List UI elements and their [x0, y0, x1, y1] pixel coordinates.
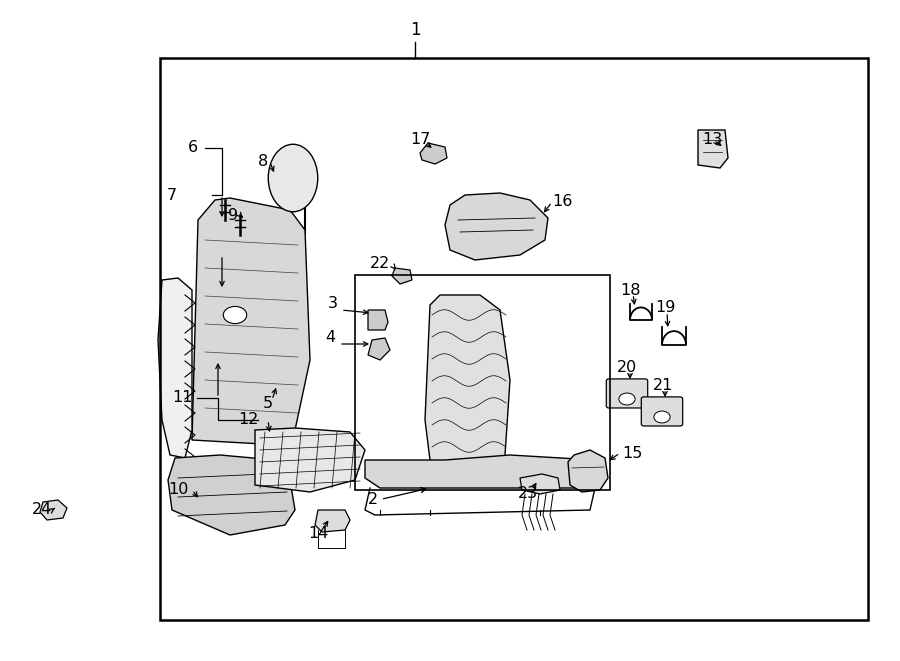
Polygon shape: [425, 295, 510, 475]
Text: 16: 16: [552, 194, 572, 210]
FancyBboxPatch shape: [607, 379, 648, 408]
Text: 22: 22: [370, 256, 390, 270]
Polygon shape: [368, 338, 390, 360]
Polygon shape: [255, 428, 365, 492]
Text: 17: 17: [410, 132, 430, 147]
Text: 24: 24: [32, 502, 52, 518]
Circle shape: [223, 307, 247, 324]
Text: 7: 7: [166, 188, 177, 202]
Bar: [495, 244, 503, 248]
Text: 3: 3: [328, 295, 338, 311]
Text: 5: 5: [263, 395, 273, 410]
Polygon shape: [420, 143, 447, 164]
Bar: [509, 244, 517, 248]
FancyBboxPatch shape: [642, 397, 683, 426]
Text: 4: 4: [325, 330, 335, 346]
Text: 6: 6: [188, 141, 198, 155]
Polygon shape: [40, 500, 67, 520]
Text: 11: 11: [173, 391, 194, 405]
Polygon shape: [365, 455, 595, 488]
Bar: [523, 244, 531, 248]
Polygon shape: [315, 510, 350, 532]
Text: 21: 21: [652, 377, 673, 393]
Text: 23: 23: [518, 486, 538, 502]
Text: 15: 15: [622, 446, 643, 461]
Text: 10: 10: [167, 483, 188, 498]
Bar: [160, 58, 868, 620]
Polygon shape: [445, 193, 548, 260]
Polygon shape: [698, 130, 728, 168]
Text: 2: 2: [368, 492, 378, 508]
Text: 9: 9: [228, 208, 238, 223]
Text: 1: 1: [410, 21, 420, 39]
Text: 12: 12: [238, 412, 258, 428]
Polygon shape: [168, 455, 295, 535]
Polygon shape: [368, 310, 388, 330]
Bar: [481, 244, 489, 248]
Ellipse shape: [268, 144, 318, 212]
Text: 14: 14: [308, 525, 328, 541]
Circle shape: [619, 393, 635, 405]
Polygon shape: [192, 198, 310, 445]
Text: 13: 13: [702, 132, 722, 147]
Bar: [467, 244, 475, 248]
Circle shape: [654, 411, 670, 423]
Text: 8: 8: [257, 155, 268, 169]
Text: 18: 18: [620, 282, 640, 297]
Polygon shape: [158, 278, 192, 458]
Bar: [355, 275, 610, 490]
Polygon shape: [392, 268, 412, 284]
Text: 20: 20: [616, 360, 637, 375]
Polygon shape: [568, 450, 608, 492]
Polygon shape: [520, 474, 560, 494]
Text: 19: 19: [655, 301, 675, 315]
